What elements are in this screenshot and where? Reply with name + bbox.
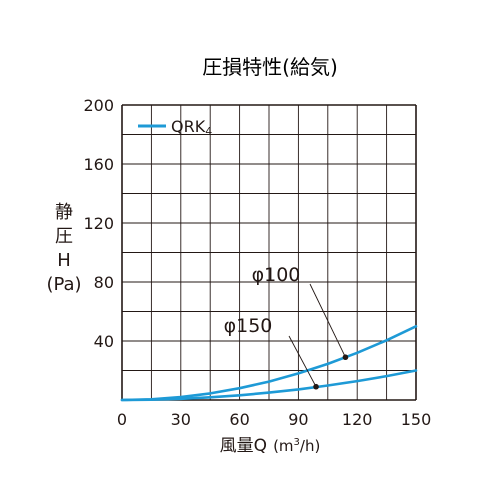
y-axis-label-line1: 静: [55, 202, 73, 223]
tick-labels: 0 30 60 90 120 150 40 80 120 160 200: [83, 96, 431, 429]
y-tick-label: 80: [94, 273, 114, 292]
y-axis-label: 静 圧 H (Pa): [46, 202, 81, 295]
y-axis-label-line2: 圧: [55, 226, 73, 247]
y-axis-label-line3: H: [57, 250, 71, 271]
y-tick-label: 120: [83, 214, 114, 233]
y-tick-label: 40: [94, 332, 114, 351]
annotation-label: φ150: [224, 315, 273, 337]
legend: QRK4: [138, 117, 212, 138]
series-line: [120, 369, 418, 402]
x-axis-label: 風量Q (m3/h): [220, 436, 321, 456]
annotation-leader: [288, 335, 317, 387]
y-axis-label-unit: (Pa): [46, 274, 81, 295]
x-axis-label-unit-close: /h): [300, 437, 320, 455]
x-tick-label: 30: [171, 410, 191, 429]
legend-label-sub: 4: [205, 125, 212, 138]
annotation-label: φ100: [252, 264, 301, 286]
legend-label: QRK4: [171, 117, 212, 138]
y-tick-label: 200: [83, 96, 114, 115]
legend-label-main: QRK: [171, 117, 206, 136]
y-tick-label: 160: [83, 155, 114, 174]
annotation-leader: [309, 283, 346, 358]
x-tick-label: 120: [342, 410, 373, 429]
grid: [121, 104, 417, 401]
x-tick-label: 60: [229, 410, 249, 429]
x-tick-label: 0: [117, 410, 127, 429]
chart-title: 圧損特性(給気): [202, 55, 338, 79]
x-tick-label: 150: [401, 410, 432, 429]
annotation-point: [342, 354, 349, 361]
annotation-point: [313, 383, 319, 390]
x-tick-label: 90: [288, 410, 308, 429]
x-axis-label-unit-sup: 3: [294, 437, 300, 448]
x-axis-label-prefix: 風量Q: [220, 436, 267, 456]
annotation-layer: φ100 φ150: [224, 264, 349, 390]
series-layer: [120, 324, 418, 402]
x-axis-label-unit-open: (m: [273, 437, 293, 455]
